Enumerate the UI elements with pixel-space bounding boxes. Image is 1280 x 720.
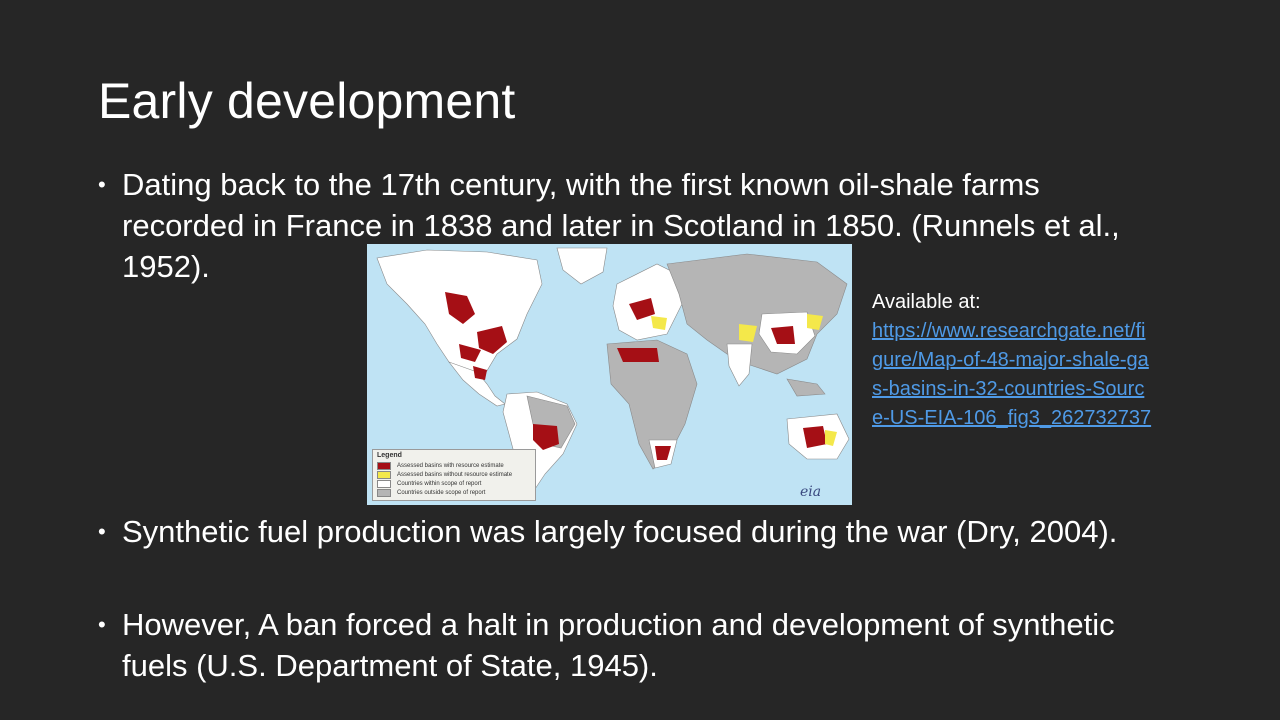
bullet-war-production: • Synthetic fuel production was largely … [98,511,1138,552]
map-legend: Legend Assessed basins with resource est… [372,449,536,501]
india-region [726,343,753,387]
basin-south-africa [655,446,671,460]
bullet-dot: • [98,612,106,637]
asia-landmass [666,253,848,375]
basin-noest-asia [739,324,757,342]
bullet-text: Dating back to the 17th century, with th… [122,167,1120,284]
legend-swatch [377,470,391,479]
legend-label: Assessed basins without resource estimat… [397,471,513,478]
legend-item: Countries within scope of report [377,479,531,488]
legend-item: Assessed basins without resource estimat… [377,470,531,479]
legend-swatch [377,488,391,497]
basin-south-america [533,424,559,450]
legend-item: Countries outside scope of report [377,488,531,497]
legend-swatch [377,461,391,470]
source-citation: Available at: https://www.researchgate.n… [872,288,1162,433]
greenland-landmass [556,247,608,285]
legend-item: Assessed basins with resource estimate [377,461,531,470]
basin-europe-north [629,298,655,320]
basin-canada-west [445,292,475,324]
basin-noest-australia [825,430,837,446]
bullet-production-ban: • However, A ban forced a halt in produc… [98,604,1138,686]
bullet-text: However, A ban forced a halt in producti… [122,607,1115,683]
southeast-asia-islands [786,378,826,397]
legend-label: Assessed basins with resource estimate [397,462,504,469]
source-label: Available at: [872,291,981,313]
legend-label: Countries within scope of report [397,480,482,487]
bullet-text: Synthetic fuel production was largely fo… [122,514,1118,549]
slide-title: Early development [98,73,516,129]
legend-label: Countries outside scope of report [397,489,486,496]
basin-mexico [473,366,487,380]
world-map-graphic [376,247,850,499]
basin-australia [803,426,827,448]
basin-us-south [459,344,481,362]
basin-china [771,326,795,344]
bullet-early-history: • Dating back to the 17th century, with … [98,164,1168,287]
basin-noest-china [807,314,823,330]
source-link[interactable]: https://www.researchgate.net/figure/Map-… [872,320,1152,429]
basin-us-central [477,326,507,354]
bullet-dot: • [98,519,106,544]
basin-noest-europe [651,316,667,330]
basin-north-africa [617,348,659,362]
eia-logo: eia [800,484,822,500]
bullet-dot: • [98,172,106,197]
legend-swatch [377,479,391,488]
legend-title: Legend [377,452,402,459]
